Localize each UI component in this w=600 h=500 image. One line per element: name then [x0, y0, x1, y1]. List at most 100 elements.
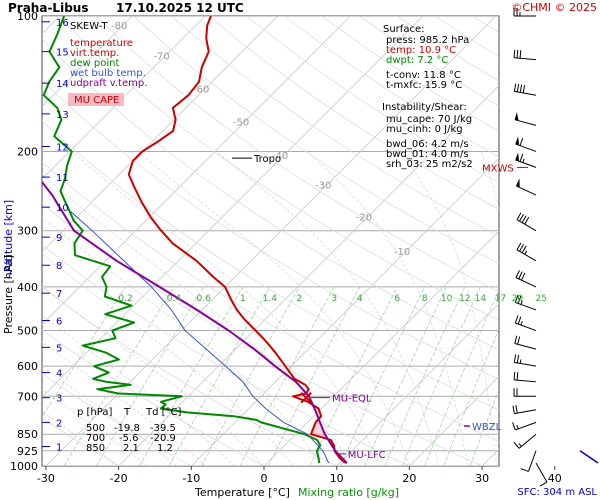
wind-barb [535, 462, 548, 487]
pressure-tick-label: 700 [17, 390, 38, 403]
table-header-p: p [hPa] [77, 407, 112, 418]
mixing-ratio-line [384, 286, 466, 466]
moist-adiabat [399, 151, 497, 466]
table-header-t: T [123, 407, 131, 418]
barb-full [518, 271, 523, 280]
wbzl-label: WBZL [472, 422, 502, 433]
surface-dwpt: dwpt: 7.2 °C [386, 55, 448, 66]
table-cell: 500 [86, 423, 105, 434]
moist-adiabat [42, 365, 178, 466]
altitude-tick-label: 8 [56, 261, 62, 272]
moist-adiabat [71, 151, 381, 466]
barb-half [520, 321, 523, 326]
barb-half [520, 300, 523, 305]
isotherm-label: -20 [356, 213, 372, 224]
series-dew-pointline [42, 16, 322, 464]
barb-full [519, 214, 524, 222]
barb-flag [514, 111, 519, 121]
barb-shaft [535, 462, 548, 483]
table-cell: 850 [86, 443, 105, 454]
mixing-ratio-label: 3 [331, 294, 337, 304]
copyright: ©CHMI © 2025 [511, 1, 597, 14]
barb-shaft [514, 342, 537, 350]
barb-full [520, 468, 529, 472]
legend-temperature: temperature [70, 38, 133, 49]
level-table: p [hPa] T Td [°C] 500 -19.8 -39.5 700 -5… [77, 407, 182, 454]
moist-adiabat [42, 388, 148, 466]
moist-adiabat [42, 285, 265, 466]
altitude-tick-label: 3 [56, 394, 62, 405]
instability-bwd06: bwd_06: 4.2 m/s [386, 139, 469, 150]
barb-full [521, 272, 526, 281]
pressure-tick-label: 500 [17, 325, 38, 338]
altitude-tick-label: 9 [56, 233, 62, 244]
table-cell: -19.8 [114, 423, 140, 434]
barb-full [512, 422, 516, 431]
barb-full [514, 294, 519, 303]
barb-full [514, 315, 519, 324]
altitude-tick-label: 4 [56, 369, 62, 380]
altitude-tick-label: 13 [56, 110, 69, 121]
table-header-td: Td [°C] [145, 407, 182, 418]
barb-full [519, 153, 524, 162]
mixing-ratio-line [402, 286, 481, 466]
temp-tick-label: 10 [330, 472, 344, 485]
dry-adiabat [133, 16, 499, 265]
table-cell: -39.5 [150, 423, 176, 434]
moist-adiabat [42, 410, 119, 466]
temp-tick-label: 20 [402, 472, 416, 485]
isotherm-label: -30 [315, 181, 331, 192]
altitude-tick-label: 6 [56, 317, 62, 328]
barb-half [518, 443, 522, 447]
altitude-tick-label: 10 [56, 203, 69, 214]
wind-barb [520, 450, 537, 472]
dry-adiabat [170, 16, 499, 237]
wind-barb [515, 136, 537, 152]
instability-info: Instability/Shear: mu_cape: 70 J/kg mu_c… [382, 102, 473, 170]
wind-barb [514, 294, 537, 311]
isotherm-label: -60 [193, 85, 209, 96]
sfc-label: SFC: 304 m ASL [517, 487, 597, 498]
barb-full [516, 372, 519, 381]
isotherm-label: -50 [233, 117, 249, 128]
moist-adiabat [547, 152, 555, 467]
datetime: 17.10.2025 12 UTC [116, 1, 244, 15]
wind-barb [514, 111, 537, 126]
legend-virt-temp: virt.temp. [70, 48, 119, 59]
instability-bwd01: bwd_01: 4.0 m/s [386, 149, 469, 160]
surface-temp: temp: 10.9 °C [386, 45, 456, 56]
pressure-tick-label: 1000 [10, 460, 38, 473]
dry-adiabat [42, 244, 410, 466]
moist-adiabat [215, 151, 439, 466]
wind-barb [515, 270, 537, 288]
altitude-tick-label: 12 [56, 143, 69, 154]
table-cell: 700 [86, 433, 105, 444]
barb-full [539, 481, 548, 487]
isotherm [555, 16, 600, 466]
altitude-tick-label: 16 [56, 18, 69, 29]
isotherm [336, 303, 499, 466]
barb-full [521, 245, 527, 254]
isotherm [42, 16, 351, 326]
series-temperatureline [127, 16, 347, 464]
isotherm [42, 16, 133, 107]
barb-shaft [516, 219, 537, 232]
legend-wet-bulb: wet bulb temp. [70, 68, 146, 79]
barb-shaft [516, 249, 537, 262]
table-cell: 1.2 [157, 443, 173, 454]
barb-full [512, 405, 515, 414]
mixing-ratio-label: 0.4 [167, 294, 182, 304]
barb-shaft [528, 450, 537, 472]
mu-cape-swatch [68, 93, 124, 106]
surface-tconv: t-conv: 11.8 °C [386, 70, 461, 81]
barb-full [519, 244, 524, 252]
barb-full [517, 336, 521, 345]
temp-tick-label: 0 [261, 472, 268, 485]
x-axis-title: Temperature [°C] [194, 486, 290, 499]
isotherm [191, 157, 499, 466]
instability-mu-cape: mu_cape: 70 J/kg [386, 114, 472, 125]
mixing-ratio-label: 10 [441, 294, 453, 304]
barb-full [519, 50, 522, 59]
barb-full [513, 441, 520, 449]
